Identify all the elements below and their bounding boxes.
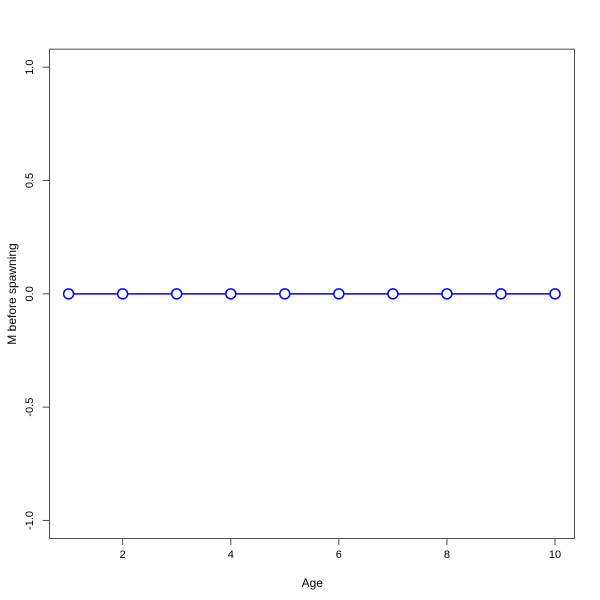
- svg-text:2: 2: [120, 549, 126, 561]
- svg-text:6: 6: [336, 549, 342, 561]
- svg-text:0.5: 0.5: [24, 173, 36, 188]
- svg-text:10: 10: [549, 549, 561, 561]
- svg-text:1.0: 1.0: [24, 60, 36, 75]
- svg-text:0.0: 0.0: [24, 286, 36, 301]
- svg-text:4: 4: [228, 549, 234, 561]
- svg-text:M before spawning: M before spawning: [5, 243, 19, 344]
- svg-text:Age: Age: [302, 576, 324, 590]
- svg-text:-1.0: -1.0: [24, 511, 36, 530]
- svg-text:8: 8: [444, 549, 450, 561]
- svg-text:-0.5: -0.5: [24, 398, 36, 417]
